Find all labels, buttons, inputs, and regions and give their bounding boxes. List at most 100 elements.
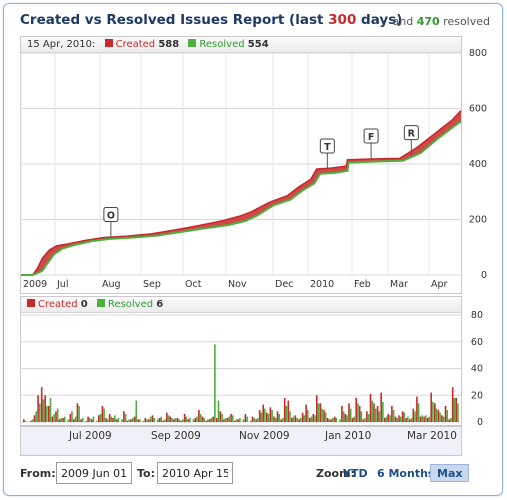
- resolved-bar: [46, 405, 48, 422]
- from-date-input[interactable]: [56, 462, 132, 484]
- resolved-bar: [364, 418, 366, 422]
- created-bar: [166, 412, 168, 422]
- resolved-bar: [217, 400, 220, 422]
- zoom-max-button[interactable]: Max: [430, 464, 470, 482]
- created-bar: [430, 392, 432, 422]
- resolved-bar: [264, 408, 266, 422]
- resolved-bar: [378, 411, 381, 422]
- resolved-bar: [164, 419, 166, 422]
- created-bar: [273, 416, 275, 422]
- resolved-bar: [53, 414, 55, 422]
- range-navigator[interactable]: Jul 2009 Sep 2009 Nov 2009 Jan 2010 Mar …: [20, 426, 462, 456]
- resolved-bar: [142, 420, 145, 422]
- zoom-ytd-button[interactable]: YTD: [343, 467, 368, 480]
- legend-created-label[interactable]: Created: [38, 299, 78, 310]
- created-bar: [316, 395, 318, 423]
- y-tick-label: 80: [471, 310, 483, 321]
- created-bar: [426, 418, 429, 422]
- legend-resolved-label[interactable]: Resolved: [107, 299, 154, 310]
- resolved-bar: [246, 416, 248, 422]
- resolved-bar: [342, 411, 345, 422]
- resolved-bar: [324, 412, 327, 422]
- created-bar: [323, 410, 325, 422]
- x-tick-label: Mar: [390, 279, 408, 290]
- annotation-label: F: [368, 132, 375, 143]
- resolved-bar: [260, 412, 263, 422]
- resolved-bar: [42, 399, 45, 422]
- x-tick-label: Apr: [431, 279, 448, 290]
- resolved-bar: [78, 405, 80, 422]
- resolved-bar: [389, 415, 391, 422]
- created-bar: [130, 419, 132, 422]
- resolved-bar: [296, 418, 298, 422]
- created-bar: [455, 397, 457, 422]
- daily-chart-panel: Created 0 Resolved 6: [20, 296, 462, 426]
- created-bar: [441, 415, 443, 422]
- resolved-bar: [178, 419, 180, 422]
- zoom-6-months-button[interactable]: 6 Months: [377, 467, 435, 480]
- navigator-label: Sep 2009: [151, 430, 201, 442]
- created-bar: [287, 400, 290, 422]
- created-bar: [341, 405, 343, 422]
- resolved-bar: [414, 411, 416, 422]
- created-bar: [276, 411, 279, 422]
- created-bar: [387, 414, 390, 422]
- x-tick-label: 2010: [310, 279, 334, 290]
- created-bar: [201, 416, 204, 422]
- created-bar: [80, 419, 82, 422]
- resolved-bar: [317, 403, 320, 422]
- legend-resolved-label[interactable]: Resolved: [199, 39, 245, 50]
- cumulative-legend: 15 Apr, 2010: Created 588 Resolved 554: [21, 37, 461, 53]
- resolved-bar: [257, 418, 259, 422]
- resolved-bar: [339, 419, 341, 422]
- x-tick-label: 2009: [23, 279, 47, 290]
- legend-created-label[interactable]: Created: [115, 39, 156, 50]
- resolved-bar: [92, 416, 95, 422]
- resolved-bar: [85, 420, 88, 422]
- created-bar: [358, 405, 361, 422]
- created-bar: [283, 397, 286, 422]
- y-tick-label: 600: [469, 104, 487, 115]
- resolved-bar: [56, 408, 59, 422]
- resolved-bar: [321, 408, 323, 422]
- resolved-bar: [214, 344, 216, 422]
- zoom-label: Zoom:: [316, 467, 355, 480]
- annotation-flag: [103, 207, 119, 223]
- y-tick-label: 60: [471, 337, 483, 348]
- created-bar: [148, 419, 150, 422]
- created-bar: [266, 412, 268, 422]
- resolved-bar: [124, 414, 127, 422]
- created-bar: [37, 395, 39, 423]
- created-swatch: [27, 299, 35, 307]
- resolved-bar: [239, 418, 241, 422]
- created-bar: [344, 414, 347, 422]
- resolved-bar: [99, 414, 102, 422]
- created-bar: [137, 419, 139, 422]
- created-bar: [444, 405, 447, 422]
- created-bar: [237, 419, 239, 422]
- resolved-bar: [435, 408, 438, 422]
- resolved-bar: [35, 411, 37, 422]
- resolved-bar: [185, 416, 188, 422]
- x-tick-label: Jul: [56, 279, 68, 290]
- created-bar: [394, 416, 397, 422]
- resolved-bar: [374, 408, 377, 422]
- resolved-bar: [160, 416, 163, 422]
- created-bar: [158, 418, 161, 422]
- created-bar: [205, 420, 207, 422]
- created-bar: [223, 419, 225, 422]
- resolved-bar: [349, 408, 352, 422]
- x-tick-label: Nov: [228, 279, 247, 290]
- resolved-bar: [207, 419, 209, 422]
- x-tick-label: Oct: [185, 279, 202, 290]
- from-label: From:: [20, 467, 56, 480]
- created-bar: [208, 419, 211, 422]
- created-bar: [369, 393, 372, 422]
- created-bar: [380, 392, 382, 422]
- created-bar: [151, 415, 154, 422]
- resolved-bar: [232, 415, 234, 422]
- created-bar: [351, 418, 354, 422]
- to-date-input[interactable]: [157, 462, 233, 484]
- created-bar: [391, 405, 393, 422]
- annotation-label: T: [324, 142, 331, 153]
